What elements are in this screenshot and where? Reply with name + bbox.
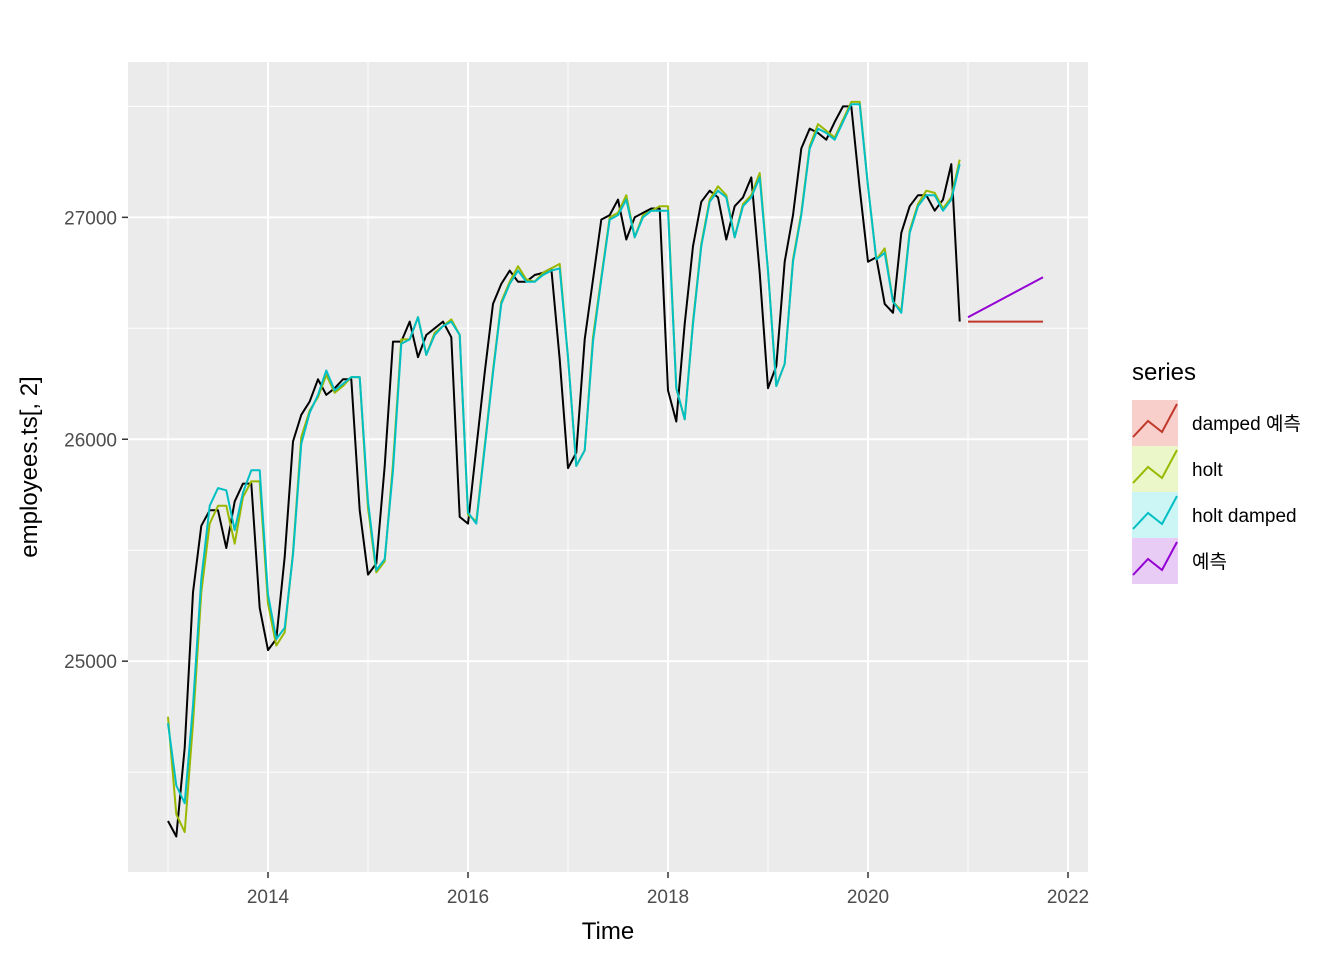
y-axis-title: employees.ts[, 2] — [16, 376, 43, 557]
y-tick-label: 26000 — [64, 430, 117, 451]
legend-key — [1132, 400, 1178, 446]
legend-item: damped 예측 — [1132, 400, 1301, 446]
observed-series-line — [167, 105, 961, 838]
legend-item: 예측 — [1132, 538, 1227, 584]
x-axis-title: Time — [582, 918, 634, 945]
x-tick-label: 2018 — [647, 887, 689, 908]
x-axis: 2014 2016 2018 2020 2022 — [247, 872, 1089, 908]
series-layer — [167, 100, 1044, 838]
legend-item: holt — [1132, 446, 1223, 492]
legend-label: holt damped — [1192, 506, 1297, 527]
legend-key-line — [1132, 495, 1178, 530]
legend-title: series — [1132, 359, 1196, 386]
forecast-series-line — [967, 276, 1044, 319]
y-axis: 25000 26000 27000 — [64, 208, 128, 673]
grid-major — [128, 62, 1088, 872]
legend-key-line — [1132, 449, 1178, 484]
plot-panel — [128, 62, 1088, 872]
x-tick-label: 2020 — [847, 887, 889, 908]
legend-key — [1132, 492, 1178, 538]
y-tick-label: 27000 — [64, 208, 117, 229]
x-tick-label: 2014 — [247, 887, 290, 908]
legend-label: 예측 — [1192, 551, 1227, 573]
legend-key-line — [1132, 541, 1178, 576]
x-tick-label: 2022 — [1047, 887, 1089, 908]
x-tick-label: 2016 — [447, 887, 489, 908]
legend: series damped 예측 holt holt damped 예측 — [1132, 359, 1301, 584]
legend-key — [1132, 446, 1178, 492]
holt-damped-series-line — [167, 103, 961, 805]
grid-minor — [128, 62, 1088, 872]
legend-key — [1132, 538, 1178, 584]
legend-key-line — [1132, 403, 1178, 438]
legend-label: holt — [1192, 460, 1223, 481]
legend-item: holt damped — [1132, 492, 1297, 538]
y-tick-label: 25000 — [64, 652, 117, 673]
legend-label: damped 예측 — [1192, 413, 1301, 435]
